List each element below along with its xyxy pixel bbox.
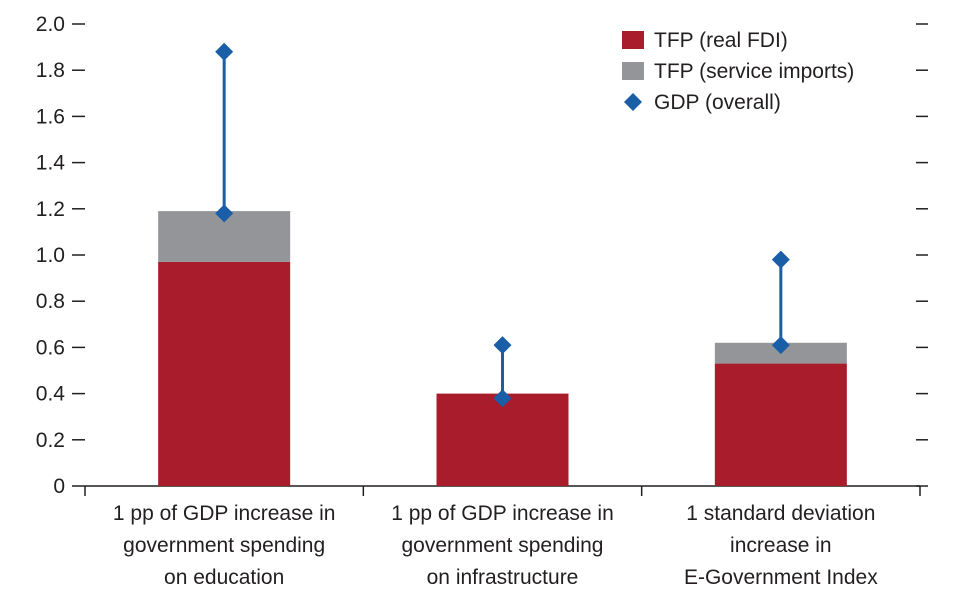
gdp-diamond-marker <box>493 336 512 355</box>
x-category-label-line: government spending <box>123 534 325 557</box>
y-tick-label: 0.6 <box>36 336 65 359</box>
gdp-diamond-marker <box>493 389 512 408</box>
x-category-label-line: 1 pp of GDP increase in <box>391 502 614 525</box>
y-tick-label: 1.0 <box>36 244 65 267</box>
y-tick-label: 1.2 <box>36 198 65 221</box>
gdp-diamond-marker <box>771 250 790 269</box>
legend-diamond <box>624 93 642 111</box>
y-tick-label: 1.4 <box>36 152 66 175</box>
right-axis-ticks <box>916 23 928 487</box>
y-tick-label: 0 <box>53 475 65 498</box>
x-category-label-line: E-Government Index <box>684 566 878 589</box>
x-category-label: 1 pp of GDP increase in government spendi… <box>113 502 336 589</box>
gdp-diamond-marker <box>215 204 234 223</box>
gdp-diamond-marker <box>771 336 790 355</box>
gdp-markers <box>215 42 790 408</box>
legend-label: TFP (service imports) <box>654 60 854 83</box>
bar-tfp-real-fdi- <box>714 363 847 486</box>
y-tick-label: 1.8 <box>36 59 65 82</box>
x-category-label-line: on infrastructure <box>427 566 579 589</box>
y-tick-label: 0.4 <box>36 383 66 406</box>
x-axis: 1 pp of GDP increase in government spendi… <box>84 485 921 589</box>
y-tick-label: 2.0 <box>36 13 65 36</box>
x-category-label-line: government spending <box>402 534 604 557</box>
legend: TFP (real FDI) TFP (service imports) GDP (… <box>622 29 854 114</box>
y-tick-label: 1.6 <box>36 105 65 128</box>
x-category-label-line: 1 standard deviation <box>686 502 875 525</box>
legend-label: GDP (overall) <box>654 91 781 114</box>
bar-tfp-real-fdi- <box>436 393 569 486</box>
y-tick-label: 0.2 <box>36 429 65 452</box>
legend-swatch <box>622 62 644 80</box>
x-category-label: 1 standard deviation increase in E-Governm… <box>684 502 878 589</box>
legend-label: TFP (real FDI) <box>654 29 788 52</box>
y-axis: 0 0.2 0.4 0.6 0.8 1.0 1.2 1.4 1.6 1.8 2.0 <box>36 13 85 498</box>
y-tick-label: 0.8 <box>36 290 65 313</box>
x-category-label-line: 1 pp of GDP increase in <box>113 502 336 525</box>
bars <box>158 211 847 486</box>
x-category-label-line: on education <box>164 566 284 589</box>
x-category-label-line: increase in <box>730 534 832 557</box>
bar-tfp-real-fdi- <box>158 261 291 486</box>
gdp-diamond-marker <box>215 42 234 61</box>
legend-swatch <box>622 31 644 49</box>
x-category-label: 1 pp of GDP increase in government spendi… <box>391 502 614 589</box>
